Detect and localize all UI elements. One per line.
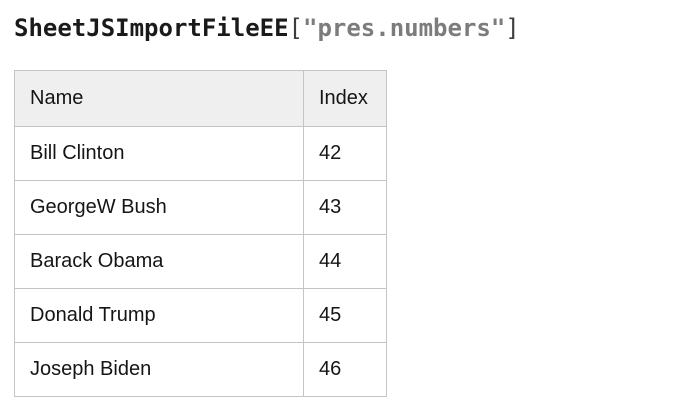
table-header: Name Index (14, 70, 387, 127)
cell-index: 43 (303, 180, 387, 235)
column-header-index: Index (303, 70, 387, 127)
cell-name: Joseph Biden (14, 342, 304, 397)
column-header-name: Name (14, 70, 304, 127)
title-open-bracket: [ (288, 14, 303, 42)
title-key-string: "pres.numbers" (303, 14, 506, 42)
page: SheetJSImportFileEE["pres.numbers"] Name… (14, 12, 670, 397)
table-row: Barack Obama 44 (14, 234, 387, 289)
cell-name: GeorgeW Bush (14, 180, 304, 235)
table-row: GeorgeW Bush 43 (14, 180, 387, 235)
table-header-row: Name Index (14, 70, 387, 127)
cell-index: 46 (303, 342, 387, 397)
table-row: Joseph Biden 46 (14, 342, 387, 397)
cell-name: Bill Clinton (14, 126, 304, 181)
cell-index: 45 (303, 288, 387, 343)
presidents-table: Name Index Bill Clinton 42 GeorgeW Bush … (14, 70, 387, 397)
cell-name: Donald Trump (14, 288, 304, 343)
title-object-name: SheetJSImportFileEE (14, 14, 289, 42)
cell-name: Barack Obama (14, 234, 304, 289)
table-row: Bill Clinton 42 (14, 126, 387, 181)
table-row: Donald Trump 45 (14, 288, 387, 343)
page-title: SheetJSImportFileEE["pres.numbers"] (14, 12, 670, 45)
cell-index: 44 (303, 234, 387, 289)
title-close-bracket: ] (505, 14, 520, 42)
table-body: Bill Clinton 42 GeorgeW Bush 43 Barack O… (14, 126, 387, 397)
cell-index: 42 (303, 126, 387, 181)
